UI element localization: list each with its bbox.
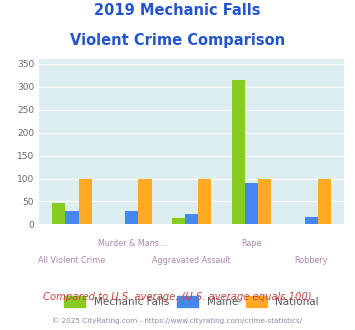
Legend: Mechanic Falls, Maine, National: Mechanic Falls, Maine, National	[60, 292, 323, 312]
Text: © 2025 CityRating.com - https://www.cityrating.com/crime-statistics/: © 2025 CityRating.com - https://www.city…	[53, 317, 302, 324]
Text: Murder & Mans...: Murder & Mans...	[98, 239, 166, 248]
Bar	[78, 179, 92, 224]
Bar	[258, 179, 271, 224]
Text: Robbery: Robbery	[295, 256, 328, 265]
Bar	[125, 211, 138, 224]
Bar	[305, 217, 318, 224]
Text: All Violent Crime: All Violent Crime	[38, 256, 105, 265]
Bar	[232, 80, 245, 224]
Bar	[318, 179, 331, 224]
Bar	[172, 218, 185, 224]
Text: Aggravated Assault: Aggravated Assault	[152, 256, 231, 265]
Bar	[198, 179, 212, 224]
Bar	[245, 183, 258, 224]
Bar	[138, 179, 152, 224]
Bar	[185, 214, 198, 224]
Text: Compared to U.S. average. (U.S. average equals 100): Compared to U.S. average. (U.S. average …	[43, 292, 312, 302]
Text: Violent Crime Comparison: Violent Crime Comparison	[70, 33, 285, 48]
Bar	[52, 203, 65, 224]
Bar	[65, 211, 78, 224]
Text: 2019 Mechanic Falls: 2019 Mechanic Falls	[94, 3, 261, 18]
Text: Rape: Rape	[241, 239, 262, 248]
